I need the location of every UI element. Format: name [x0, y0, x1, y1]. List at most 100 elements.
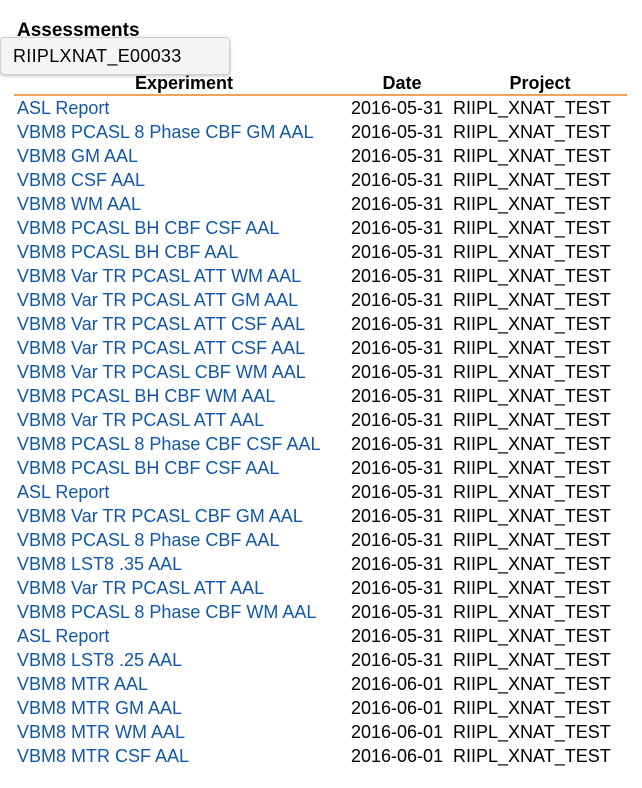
experiment-link[interactable]: VBM8 PCASL BH CBF CSF AAL	[17, 218, 280, 238]
table-row: VBM8 PCASL BH CBF CSF AAL 2016-05-31 RIIPL…	[14, 216, 627, 240]
project-cell: RIIPL_XNAT_TEST	[453, 746, 611, 766]
tooltip: RIIPLXNAT_E00033	[0, 37, 230, 75]
table-row: ASL Report 2016-05-31 RIIPL_XNAT_TEST	[14, 95, 627, 120]
section-title: Assessments	[17, 20, 140, 41]
project-cell: RIIPL_XNAT_TEST	[453, 146, 611, 166]
experiment-cell: VBM8 PCASL 8 Phase CBF WM AAL	[14, 600, 351, 624]
date-cell: 2016-05-31	[351, 650, 444, 670]
experiment-cell: VBM8 Var TR PCASL ATT CSF AAL	[14, 312, 351, 336]
project-cell: RIIPL_XNAT_TEST	[453, 722, 611, 742]
experiment-link[interactable]: VBM8 GM AAL	[17, 146, 139, 166]
date-cell: 2016-05-31	[351, 338, 444, 358]
experiment-link[interactable]: VBM8 Var TR PCASL ATT WM AAL	[17, 266, 302, 286]
project-cell: RIIPL_XNAT_TEST	[453, 650, 611, 670]
experiment-link[interactable]: VBM8 Var TR PCASL ATT CSF AAL	[17, 314, 306, 334]
column-header-experiment[interactable]: Experiment	[14, 72, 351, 96]
date-cell: 2016-05-31	[351, 266, 444, 286]
experiment-cell: VBM8 Var TR PCASL ATT AAL	[14, 576, 351, 600]
date-cell: 2016-05-31	[351, 170, 444, 190]
experiment-cell: VBM8 MTR GM AAL	[14, 696, 351, 720]
experiment-link[interactable]: VBM8 PCASL BH CBF AAL	[17, 242, 239, 262]
table-header-row: Experiment Date Project	[14, 72, 627, 96]
experiment-link[interactable]: ASL Report	[17, 626, 110, 646]
table-row: VBM8 Var TR PCASL ATT AAL 2016-05-31 RIIPL…	[14, 576, 627, 600]
experiment-link[interactable]: VBM8 PCASL 8 Phase CBF GM AAL	[17, 122, 314, 142]
experiment-link[interactable]: VBM8 MTR GM AAL	[17, 698, 183, 718]
project-cell: RIIPL_XNAT_TEST	[453, 602, 611, 622]
experiment-cell: VBM8 LST8 .25 AAL	[14, 648, 351, 672]
table-row: VBM8 WM AAL 2016-05-31 RIIPL_XNAT_TEST	[14, 192, 627, 216]
table-row: ASL Report 2016-05-31 RIIPL_XNAT_TEST	[14, 480, 627, 504]
project-cell: RIIPL_XNAT_TEST	[453, 482, 611, 502]
experiment-link[interactable]: VBM8 LST8 .35 AAL	[17, 554, 183, 574]
experiment-link[interactable]: VBM8 Var TR PCASL ATT GM AAL	[17, 290, 299, 310]
column-header-date[interactable]: Date	[351, 72, 453, 96]
experiment-link[interactable]: VBM8 MTR AAL	[17, 674, 149, 694]
experiment-cell: VBM8 Var TR PCASL ATT AAL	[14, 408, 351, 432]
experiment-cell: VBM8 Var TR PCASL CBF WM AAL	[14, 360, 351, 384]
date-cell: 2016-05-31	[351, 98, 444, 118]
experiment-cell: VBM8 Var TR PCASL CBF GM AAL	[14, 504, 351, 528]
project-cell: RIIPL_XNAT_TEST	[453, 290, 611, 310]
date-cell: 2016-06-01	[351, 698, 444, 718]
project-cell: RIIPL_XNAT_TEST	[453, 362, 611, 382]
table-row: VBM8 CSF AAL 2016-05-31 RIIPL_XNAT_TEST	[14, 168, 627, 192]
experiment-link[interactable]: VBM8 Var TR PCASL ATT CSF AAL	[17, 338, 306, 358]
experiment-link[interactable]: VBM8 MTR CSF AAL	[17, 746, 190, 766]
project-cell: RIIPL_XNAT_TEST	[453, 626, 611, 646]
experiment-link[interactable]: VBM8 Var TR PCASL CBF GM AAL	[17, 506, 303, 526]
experiment-cell: VBM8 MTR WM AAL	[14, 720, 351, 744]
date-cell: 2016-05-31	[351, 554, 444, 574]
table-row: VBM8 MTR CSF AAL 2016-06-01 RIIPL_XNAT_TES…	[14, 744, 627, 768]
experiment-cell: VBM8 PCASL 8 Phase CBF CSF AAL	[14, 432, 351, 456]
experiment-cell: VBM8 Var TR PCASL ATT WM AAL	[14, 264, 351, 288]
project-cell: RIIPL_XNAT_TEST	[453, 458, 611, 478]
project-cell: RIIPL_XNAT_TEST	[453, 194, 611, 214]
date-cell: 2016-06-01	[351, 722, 444, 742]
column-header-project[interactable]: Project	[453, 72, 627, 96]
experiment-link[interactable]: VBM8 PCASL 8 Phase CBF WM AAL	[17, 602, 317, 622]
experiment-link[interactable]: VBM8 LST8 .25 AAL	[17, 650, 183, 670]
table-row: VBM8 MTR AAL 2016-06-01 RIIPL_XNAT_TEST	[14, 672, 627, 696]
experiment-cell: VBM8 PCASL BH CBF WM AAL	[14, 384, 351, 408]
experiment-link[interactable]: VBM8 WM AAL	[17, 194, 142, 214]
experiment-link[interactable]: VBM8 PCASL BH CBF WM AAL	[17, 386, 276, 406]
table-row: VBM8 PCASL BH CBF WM AAL 2016-05-31 RIIPL_…	[14, 384, 627, 408]
date-cell: 2016-05-31	[351, 242, 444, 262]
experiment-cell: VBM8 PCASL 8 Phase CBF GM AAL	[14, 120, 351, 144]
table-row: VBM8 Var TR PCASL ATT CSF AAL 2016-05-31 R…	[14, 336, 627, 360]
project-cell: RIIPL_XNAT_TEST	[453, 98, 611, 118]
project-cell: RIIPL_XNAT_TEST	[453, 242, 611, 262]
experiment-cell: ASL Report	[14, 624, 351, 648]
table-row: VBM8 PCASL BH CBF AAL 2016-05-31 RIIPL_XNA…	[14, 240, 627, 264]
project-cell: RIIPL_XNAT_TEST	[453, 338, 611, 358]
experiment-link[interactable]: ASL Report	[17, 98, 110, 118]
date-cell: 2016-05-31	[351, 290, 444, 310]
date-cell: 2016-05-31	[351, 530, 444, 550]
experiment-link[interactable]: VBM8 PCASL BH CBF CSF AAL	[17, 458, 280, 478]
experiment-link[interactable]: VBM8 Var TR PCASL ATT AAL	[17, 578, 265, 598]
date-cell: 2016-05-31	[351, 578, 444, 598]
experiment-link[interactable]: VBM8 CSF AAL	[17, 170, 146, 190]
table-row: VBM8 MTR WM AAL 2016-06-01 RIIPL_XNAT_TEST	[14, 720, 627, 744]
experiment-cell: VBM8 MTR CSF AAL	[14, 744, 351, 768]
experiment-cell: VBM8 PCASL 8 Phase CBF AAL	[14, 528, 351, 552]
project-cell: RIIPL_XNAT_TEST	[453, 506, 611, 526]
experiment-link[interactable]: VBM8 PCASL 8 Phase CBF AAL	[17, 530, 280, 550]
table-row: VBM8 PCASL 8 Phase CBF CSF AAL 2016-05-31…	[14, 432, 627, 456]
project-cell: RIIPL_XNAT_TEST	[453, 554, 611, 574]
date-cell: 2016-05-31	[351, 602, 444, 622]
experiment-link[interactable]: VBM8 MTR WM AAL	[17, 722, 186, 742]
experiment-link[interactable]: VBM8 Var TR PCASL ATT AAL	[17, 410, 265, 430]
experiment-cell: VBM8 GM AAL	[14, 144, 351, 168]
table-row: VBM8 Var TR PCASL CBF GM AAL 2016-05-31 RI…	[14, 504, 627, 528]
date-cell: 2016-05-31	[351, 218, 444, 238]
experiment-cell: VBM8 PCASL BH CBF CSF AAL	[14, 456, 351, 480]
project-cell: RIIPL_XNAT_TEST	[453, 434, 611, 454]
date-cell: 2016-05-31	[351, 482, 444, 502]
experiment-cell: VBM8 LST8 .35 AAL	[14, 552, 351, 576]
experiment-link[interactable]: VBM8 PCASL 8 Phase CBF CSF AAL	[17, 434, 321, 454]
experiment-cell: VBM8 Var TR PCASL ATT CSF AAL	[14, 336, 351, 360]
experiment-link[interactable]: ASL Report	[17, 482, 110, 502]
experiment-link[interactable]: VBM8 Var TR PCASL CBF WM AAL	[17, 362, 306, 382]
